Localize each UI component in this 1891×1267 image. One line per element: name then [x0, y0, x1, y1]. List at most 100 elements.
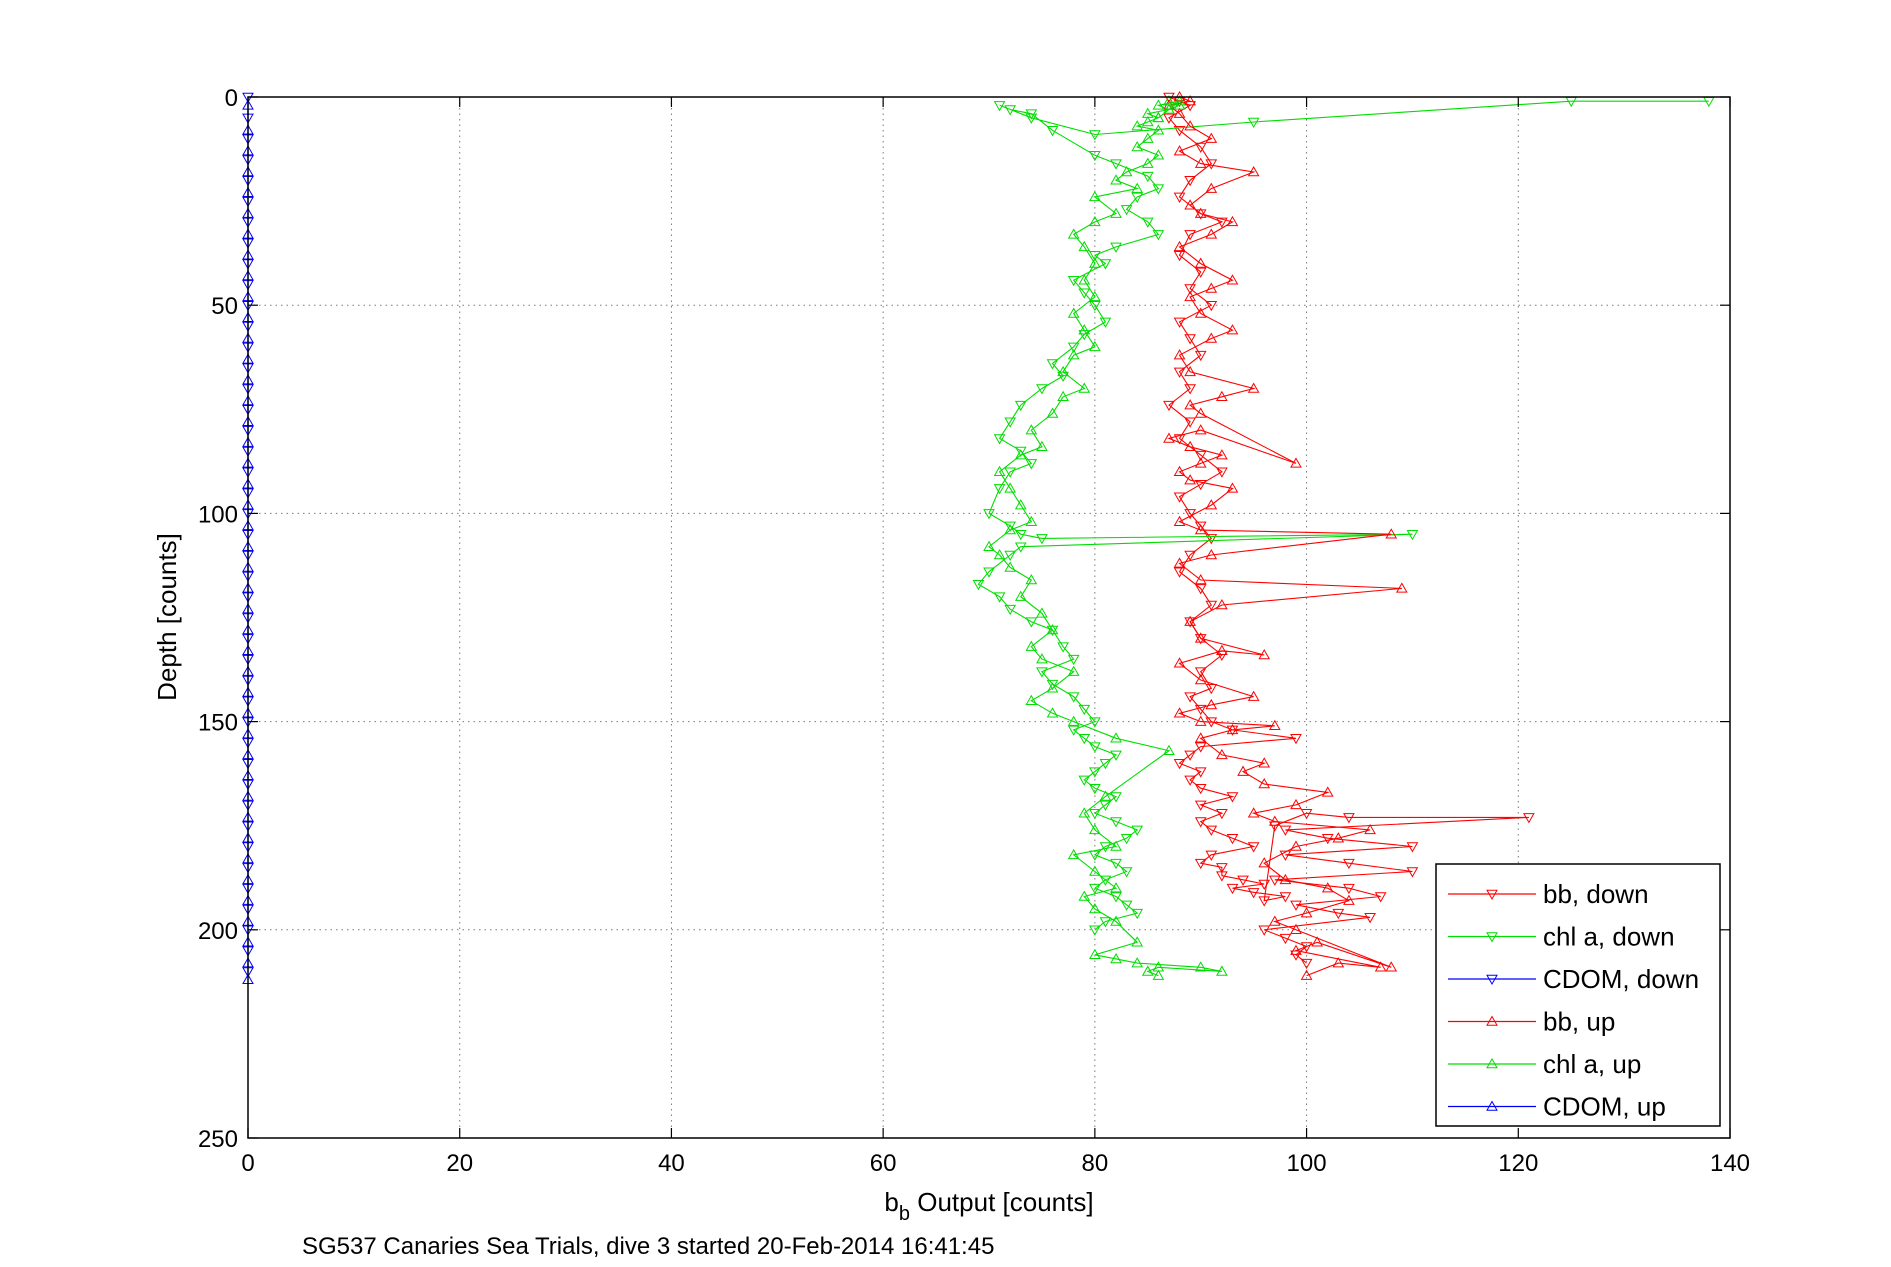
y-tick-label: 100	[198, 501, 238, 528]
data-point	[1067, 654, 1080, 666]
data-point	[1184, 550, 1196, 562]
data-point	[1141, 115, 1154, 127]
data-point	[1088, 783, 1101, 795]
data-point	[1258, 648, 1271, 660]
legend: bb, down chl a, down CDOM, down bb, up chl a…	[1435, 863, 1721, 1127]
data-point	[1099, 917, 1112, 928]
data-point	[1194, 673, 1207, 685]
legend-marker	[1486, 932, 1498, 943]
data-point	[1385, 528, 1398, 539]
x-tick-label: 140	[1710, 1150, 1750, 1177]
data-point	[1194, 267, 1207, 278]
data-point	[1173, 758, 1186, 770]
data-point	[1088, 767, 1101, 778]
data-point	[1194, 521, 1207, 532]
data-point	[1046, 707, 1059, 718]
data-point	[993, 465, 1006, 477]
data-point	[1078, 890, 1091, 901]
data-point	[1152, 230, 1165, 241]
data-point	[1184, 284, 1196, 295]
data-point	[1184, 365, 1196, 377]
data-point	[1110, 207, 1122, 218]
data-point	[1141, 157, 1154, 168]
data-point	[1088, 823, 1101, 835]
data-point	[1194, 632, 1207, 643]
data-point	[1088, 130, 1101, 141]
data-point	[1036, 653, 1048, 664]
y-tick-label: 150	[198, 710, 238, 737]
data-point	[993, 101, 1006, 112]
data-point	[1131, 192, 1144, 203]
data-point	[1184, 334, 1196, 345]
data-point	[1163, 432, 1175, 443]
data-point	[1184, 199, 1196, 210]
data-point	[1332, 957, 1345, 968]
data-point	[1216, 467, 1228, 478]
data-point	[1036, 667, 1048, 678]
data-point	[1067, 692, 1080, 703]
data-point	[1216, 449, 1228, 460]
data-point	[1067, 848, 1080, 860]
data-point	[1332, 908, 1345, 920]
data-point	[1194, 584, 1207, 595]
data-point	[1088, 340, 1101, 352]
data-point	[1216, 644, 1228, 656]
data-point	[1152, 111, 1165, 123]
data-point	[1025, 574, 1038, 585]
data-point	[1406, 842, 1419, 853]
plot-frame	[247, 96, 1731, 1139]
data-point	[1173, 107, 1186, 118]
series-line	[977, 100, 1709, 931]
data-point	[1216, 748, 1228, 760]
data-point	[1258, 778, 1271, 789]
data-point	[1194, 742, 1207, 753]
legend-marker	[1486, 889, 1498, 901]
data-point	[1194, 480, 1207, 491]
data-point	[1247, 888, 1260, 899]
legend-label: CDOM, down	[1543, 964, 1699, 994]
x-tick-label: 80	[1082, 1150, 1109, 1177]
legend-marker	[1486, 1015, 1498, 1026]
series-4	[983, 95, 1228, 980]
data-point	[993, 592, 1006, 603]
data-point	[1374, 892, 1387, 903]
data-point	[1205, 182, 1218, 193]
data-point	[1067, 715, 1080, 726]
data-point	[1194, 157, 1207, 168]
data-point	[1173, 492, 1186, 503]
data-point	[1194, 574, 1207, 585]
legend-box	[1435, 863, 1721, 1127]
data-point	[1025, 694, 1038, 706]
data-point	[1152, 184, 1165, 195]
data-point	[1067, 665, 1080, 676]
legend-label: CDOM, up	[1543, 1092, 1666, 1122]
data-point	[1205, 499, 1218, 510]
data-point	[1184, 384, 1196, 395]
data-point	[1088, 151, 1101, 162]
data-point	[1290, 840, 1302, 851]
data-point	[1110, 792, 1122, 803]
data-point	[1258, 757, 1271, 768]
x-tick-label: 0	[241, 1150, 254, 1177]
data-point	[1290, 734, 1302, 745]
data-point	[1152, 961, 1165, 972]
data-point	[1205, 332, 1218, 343]
data-point	[1205, 282, 1218, 293]
data-point	[1014, 400, 1027, 412]
data-point	[1194, 961, 1207, 972]
data-point	[1088, 948, 1101, 960]
data-point	[1088, 190, 1101, 202]
data-point	[1194, 524, 1207, 535]
data-point	[1078, 288, 1091, 299]
data-point	[1216, 599, 1228, 610]
series-3	[1163, 90, 1408, 980]
data-point	[1279, 825, 1292, 836]
data-point	[1025, 113, 1038, 124]
data-point	[1067, 275, 1080, 287]
data-point	[1152, 99, 1165, 110]
series-0	[1163, 92, 1535, 970]
data-point	[1194, 767, 1207, 778]
data-point	[1184, 399, 1196, 410]
data-point	[1184, 509, 1196, 520]
